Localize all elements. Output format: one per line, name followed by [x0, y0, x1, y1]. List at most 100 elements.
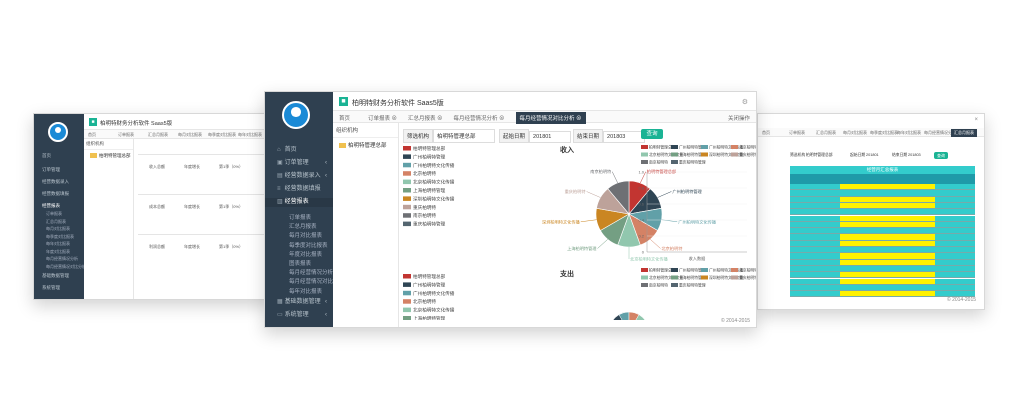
main-tab[interactable]: 汇总月报表 ⊗: [408, 116, 443, 122]
pie-legend-item[interactable]: 深圳柏明特文化传播: [403, 195, 455, 202]
right-filter-item[interactable]: 201801: [866, 153, 879, 157]
menu-data-entry[interactable]: ▤ 经营数据录入 ‹: [277, 173, 327, 179]
right-close-icon[interactable]: ×: [974, 117, 978, 123]
right-tab[interactable]: 每季度对比报表: [870, 130, 898, 135]
left-submenu-item[interactable]: 每月经营情况对比分析: [46, 263, 86, 269]
left-tab[interactable]: 订单报表: [118, 132, 134, 137]
main-tab[interactable]: 每月经营情况分析 ⊗: [453, 116, 505, 122]
right-query-button[interactable]: 查询: [934, 152, 948, 159]
bar-legend-item[interactable]: 重庆柏明特管理: [671, 283, 706, 288]
left-tab[interactable]: 汇总月报表: [148, 132, 168, 137]
menu-home[interactable]: ⌂ 首页: [277, 147, 297, 153]
main-tab[interactable]: 订单报表 ⊗: [368, 116, 398, 122]
pie-legend-item[interactable]: 上海柏明特管理: [403, 187, 446, 194]
left-menu-item[interactable]: 经营数据录入: [42, 179, 69, 184]
right-tab[interactable]: 汇总月报表: [951, 129, 977, 137]
submenu-item[interactable]: 每月经营情况对比分析: [289, 279, 345, 286]
bar-legend-item[interactable]: 重庆柏明特: [731, 152, 757, 157]
dept-filter[interactable]: 筛选机构 柏明特管理总部: [403, 129, 496, 143]
left-submenu-item[interactable]: 订单报表: [46, 211, 62, 216]
tab-close-ops[interactable]: 关闭操作: [727, 116, 750, 122]
left-tab[interactable]: 每月对比报表: [178, 132, 202, 137]
main-tab[interactable]: 每月经营情况对比分析 ⊗: [515, 112, 586, 124]
pie-legend-item[interactable]: 北京柏明特: [403, 170, 436, 177]
pie-legend-item[interactable]: 北京柏明特文化传播: [403, 179, 455, 186]
pie-legend-item[interactable]: 重庆柏明特管理: [403, 221, 446, 228]
submenu-item[interactable]: 每月对比报表: [289, 233, 323, 240]
menu-data-fill[interactable]: ≡ 经营数据填报: [277, 186, 321, 192]
right-tab[interactable]: 每月对比报表: [843, 130, 867, 135]
left-tab[interactable]: 首页: [88, 132, 96, 137]
bar-legend-item[interactable]: 广州柏明特文化传播: [701, 268, 743, 273]
left-menu-item[interactable]: 订单管理: [42, 167, 60, 172]
submenu-item[interactable]: 年度对比报表: [289, 251, 323, 258]
right-filter-item[interactable]: 201803: [908, 153, 921, 157]
bar-legend-item[interactable]: 北京柏明特: [731, 268, 757, 273]
end-date-field[interactable]: 结束日期 201803: [573, 129, 646, 143]
left-submenu-item[interactable]: 汇总月报表: [46, 218, 66, 224]
bar-legend-item[interactable]: 柏明特管理总部: [641, 268, 676, 273]
left-menu-item[interactable]: 经营数据填报: [42, 191, 69, 196]
right-filter-item[interactable]: 柏明特管理总部: [806, 153, 833, 157]
left-tab[interactable]: 每年对比报表: [238, 132, 262, 137]
pie-legend-item[interactable]: 广州柏明特文化传播: [403, 290, 455, 297]
settings-icon[interactable]: ⚙: [741, 99, 748, 106]
pie-slice[interactable]: [607, 180, 630, 215]
bar-legend-item[interactable]: 深圳柏明特文化传播: [701, 152, 743, 157]
menu-reports[interactable]: ▥ 经营报表: [265, 198, 333, 207]
bar-legend-item[interactable]: 重庆柏明特: [731, 275, 757, 280]
left-tree-node[interactable]: 柏明特管理总部: [84, 150, 133, 159]
bar-legend-item[interactable]: 广州柏明特文化传播: [701, 145, 743, 150]
left-submenu-item[interactable]: 每月对比报表: [46, 226, 70, 231]
pie-slice[interactable]: [629, 314, 646, 320]
left-menu-item[interactable]: 经营报表: [42, 203, 60, 208]
menu-orders[interactable]: ▣ 订单管理 ‹: [277, 160, 327, 166]
pie-legend-item[interactable]: 广州柏明特管理: [403, 153, 446, 160]
bar-legend-item[interactable]: 柏明特管理总部: [641, 145, 676, 150]
pie-legend-item[interactable]: 广州柏明特文化传播: [403, 162, 455, 169]
left-menu-item[interactable]: 系统管理: [42, 285, 60, 290]
right-tab[interactable]: 汇总月报表: [816, 130, 836, 135]
submenu-item[interactable]: 订单报表: [289, 215, 312, 221]
main-tab[interactable]: 首页: [339, 116, 351, 122]
pie-legend-item[interactable]: 上海柏明特管理: [403, 315, 446, 320]
bar-legend-item[interactable]: 上海柏明特管理: [671, 152, 706, 157]
bar-legend-item[interactable]: 北京柏明特文化传播: [641, 152, 683, 157]
submenu-item[interactable]: 汇总月报表: [289, 224, 317, 231]
menu-base-data[interactable]: ▦ 基础数据管理 ‹: [277, 299, 327, 305]
left-submenu-item[interactable]: 每月经营情况分析: [46, 256, 78, 261]
left-submenu-item[interactable]: 年度对比报表: [46, 248, 70, 254]
pie-legend-item[interactable]: 重庆柏明特: [403, 204, 436, 211]
pie-legend-item[interactable]: 北京柏明特: [403, 298, 436, 305]
bar-legend-item[interactable]: 广州柏明特管理: [671, 145, 706, 150]
right-tab[interactable]: 首页: [762, 130, 770, 135]
submenu-item[interactable]: 图表报表: [289, 261, 312, 267]
right-tab[interactable]: 每年对比报表: [897, 130, 921, 135]
bar-legend-item[interactable]: 北京柏明特文化传播: [641, 275, 683, 280]
bar-legend-item[interactable]: 南京柏明特: [641, 283, 668, 288]
pie-legend-item[interactable]: 广州柏明特管理: [403, 281, 446, 288]
right-tab[interactable]: 订单报表: [789, 130, 805, 135]
left-menu-item[interactable]: 基础数据管理: [42, 273, 69, 278]
query-button[interactable]: 查询: [641, 129, 663, 139]
pie-legend-item[interactable]: 柏明特管理总部: [403, 145, 446, 152]
pie-legend-item[interactable]: 柏明特管理总部: [403, 273, 446, 280]
submenu-item[interactable]: 每月经营情况分析: [289, 270, 334, 277]
pie-legend-item[interactable]: 北京柏明特文化传播: [403, 307, 455, 314]
pie-legend-item[interactable]: 南京柏明特: [403, 212, 436, 219]
bar-legend-item[interactable]: 上海柏明特管理: [671, 275, 706, 280]
left-tab[interactable]: 每季度对比报表: [208, 132, 236, 137]
bar-legend-item[interactable]: 重庆柏明特管理: [671, 160, 706, 165]
menu-system[interactable]: ▭ 系统管理 ‹: [277, 312, 327, 318]
start-date-field[interactable]: 起始日期 201801: [499, 129, 572, 143]
bar-legend-item[interactable]: 广州柏明特管理: [671, 268, 706, 273]
bar-legend-item[interactable]: 北京柏明特: [731, 145, 757, 150]
left-submenu-item[interactable]: 每年对比报表: [46, 241, 70, 246]
bar-legend-item[interactable]: 南京柏明特: [641, 160, 668, 165]
submenu-item[interactable]: 每年对比报表: [289, 288, 323, 295]
left-submenu-item[interactable]: 每季度对比报表: [46, 233, 74, 239]
submenu-item[interactable]: 每季度对比报表: [289, 242, 328, 249]
right-tab[interactable]: 每月经营情况分析: [924, 130, 956, 135]
bar-legend-item[interactable]: 深圳柏明特文化传播: [701, 275, 743, 280]
left-menu-item[interactable]: 首页: [42, 153, 51, 158]
